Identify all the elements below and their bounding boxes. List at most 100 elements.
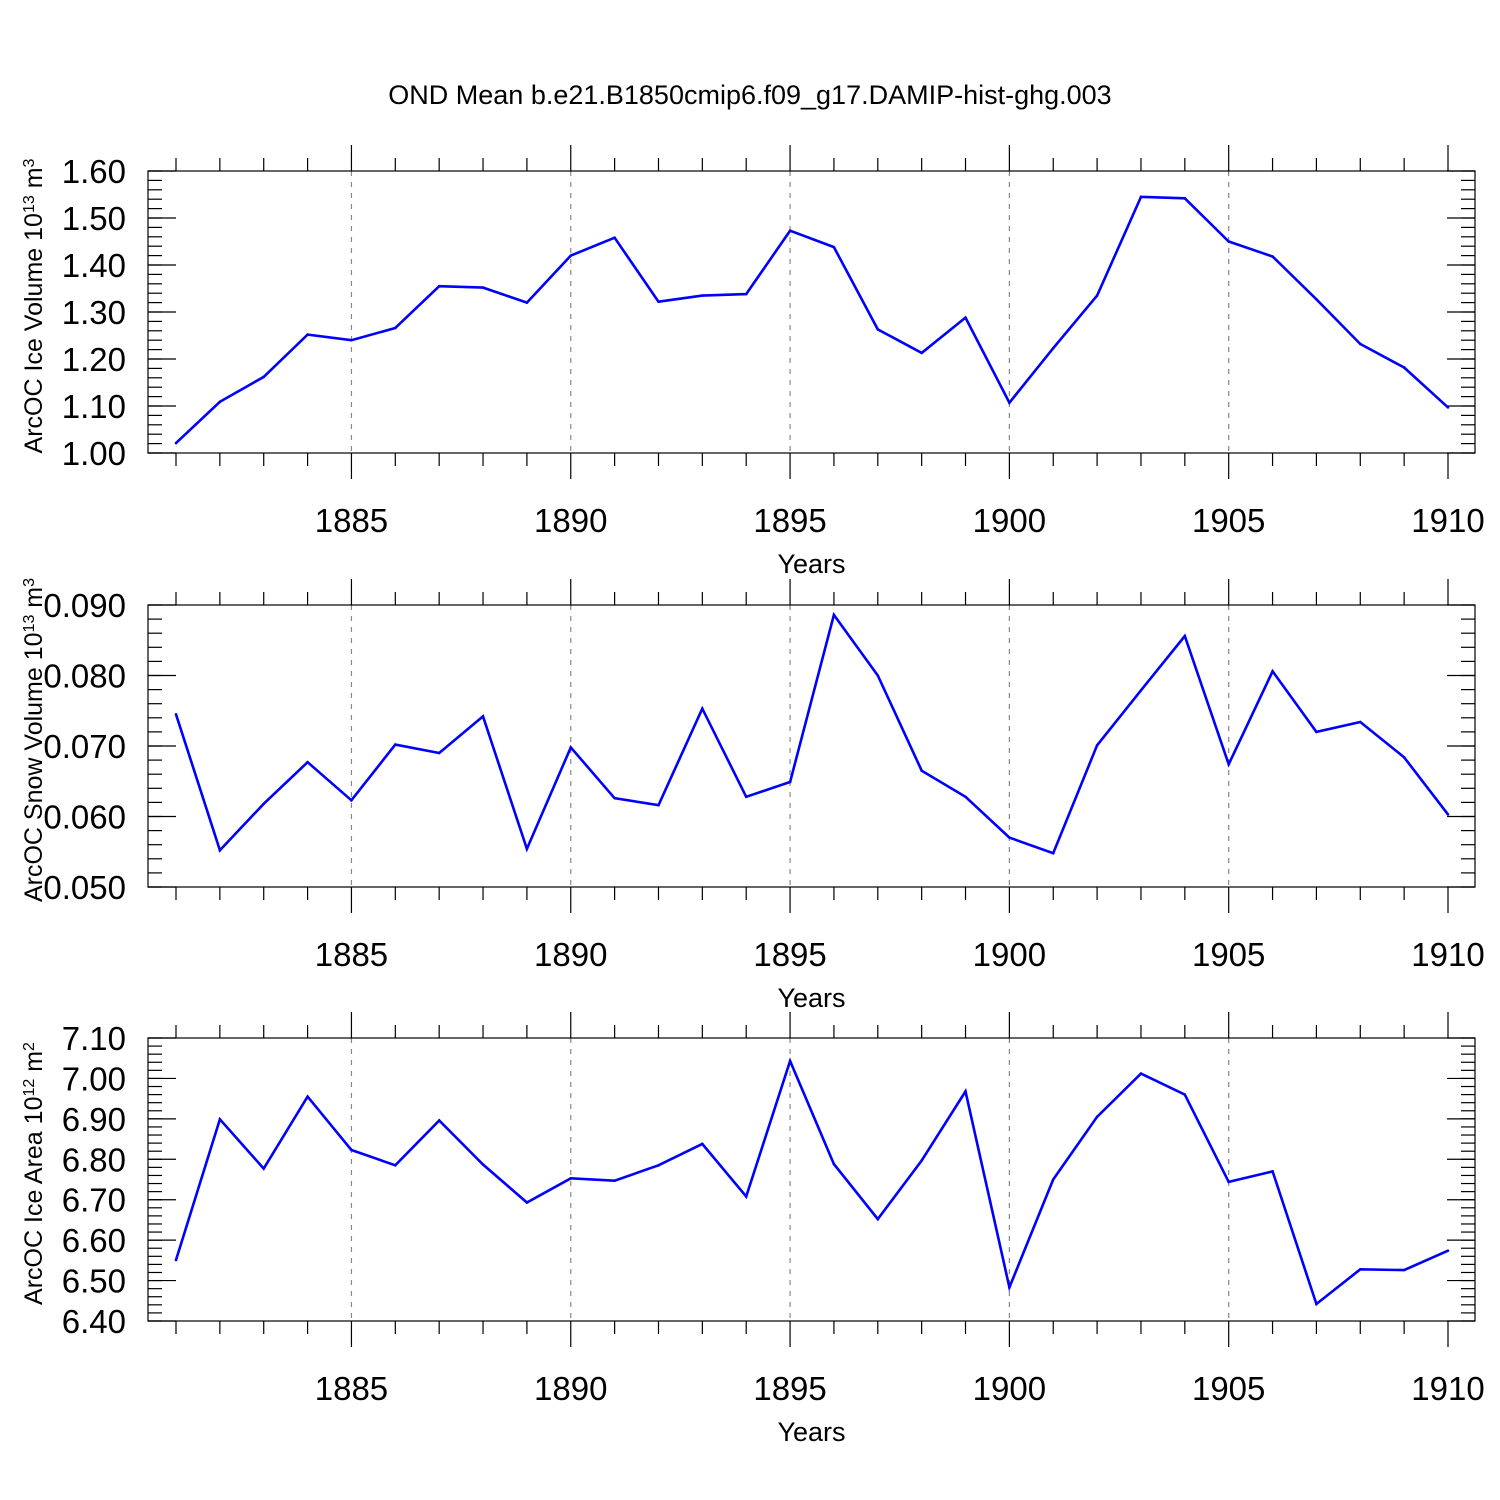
x-tick-label: 1890 [534, 936, 607, 973]
data-point [613, 236, 616, 240]
data-point [920, 1159, 923, 1162]
data-point [1358, 1267, 1362, 1271]
y-tick-label: 1.60 [62, 153, 126, 190]
data-point [1446, 813, 1450, 816]
data-point [1051, 346, 1055, 350]
data-point [1183, 634, 1187, 638]
data-point [174, 1258, 178, 1262]
data-point [218, 1117, 222, 1121]
data-point [832, 245, 836, 249]
data-point [1183, 1093, 1187, 1096]
x-axis-label: Years [777, 1417, 845, 1447]
data-point [1315, 298, 1318, 301]
series-line [174, 1057, 1449, 1307]
y-tick-label: 6.80 [62, 1141, 126, 1178]
data-point [481, 1163, 485, 1166]
data-point [262, 375, 266, 379]
data-point [657, 300, 660, 303]
data-point [394, 326, 397, 330]
data-point [657, 1164, 660, 1167]
data-point [964, 1090, 967, 1093]
data-point [832, 613, 836, 617]
data-point [1446, 1249, 1450, 1252]
data-point [832, 1162, 836, 1166]
data-point [788, 780, 792, 784]
plot-frame [147, 170, 1476, 454]
x-tick-label: 1905 [1192, 1370, 1265, 1407]
x-tick-label: 1895 [753, 502, 826, 539]
y-tick-label: 1.00 [62, 435, 126, 472]
data-point [394, 743, 397, 746]
data-point [1095, 743, 1099, 747]
data-point [1008, 401, 1011, 405]
data-point [437, 751, 441, 755]
data-point [1139, 195, 1143, 199]
data-point [701, 294, 704, 297]
x-tick-label: 1905 [1192, 502, 1265, 539]
data-point [350, 338, 353, 342]
y-tick-label: 6.70 [62, 1182, 126, 1219]
x-tick-label: 1910 [1411, 502, 1484, 539]
y-tick-label: 1.30 [62, 294, 126, 331]
data-point [788, 1059, 792, 1063]
data-point [350, 798, 353, 802]
data-point [218, 400, 222, 404]
x-tick-label: 1885 [315, 1370, 388, 1407]
data-point [437, 1119, 441, 1122]
data-point [701, 707, 704, 710]
chart-panel-1: 1.00 1.10 1.20 1.30 1.40 1.50 1.60 1885 1890 1895… [20, 145, 1485, 579]
y-tick-label: 6.50 [62, 1263, 126, 1300]
data-point [1008, 1286, 1011, 1289]
data-point [525, 301, 529, 304]
y-axis-label: ArcOC Ice Area 1012 m2 [20, 1042, 48, 1305]
x-tick-label: 1890 [534, 1370, 607, 1407]
data-point [306, 333, 309, 336]
data-point [876, 328, 880, 331]
data-point [744, 795, 748, 799]
data-point [481, 715, 485, 718]
x-tick-label: 1885 [315, 936, 388, 973]
data-point [1051, 1178, 1055, 1181]
x-tick-label: 1900 [973, 502, 1046, 539]
x-axis-label: Years [777, 983, 845, 1013]
x-tick-label: 1910 [1411, 936, 1484, 973]
data-point [174, 712, 178, 716]
y-tick-label: 7.00 [62, 1060, 126, 1097]
y-axis-label: ArcOC Ice Volume 1013 m3 [20, 158, 48, 453]
y-tick-label: 0.090 [43, 587, 126, 624]
data-point [481, 286, 485, 289]
y-tick-label: 1.10 [62, 388, 126, 425]
x-tick-label: 1885 [315, 502, 388, 539]
x-tick-label: 1895 [753, 936, 826, 973]
y-tick-label: 6.40 [62, 1303, 126, 1340]
y-tick-label: 1.20 [62, 341, 126, 378]
data-point [1402, 1268, 1406, 1272]
y-tick-label: 6.60 [62, 1222, 126, 1259]
data-point [1008, 836, 1011, 839]
data-point [1446, 406, 1450, 409]
data-point [1139, 1072, 1143, 1075]
x-tick-label: 1905 [1192, 936, 1265, 973]
data-point [744, 1195, 748, 1198]
data-point [525, 847, 529, 851]
data-point [1315, 730, 1318, 734]
data-point [569, 746, 573, 749]
data-point [437, 284, 441, 288]
data-point [1095, 294, 1099, 297]
data-point [1095, 1115, 1099, 1119]
data-point [1227, 240, 1230, 243]
y-tick-label: 0.080 [43, 658, 126, 695]
data-point [788, 229, 792, 232]
data-point [218, 849, 222, 852]
data-point [262, 1167, 266, 1170]
data-point [876, 1217, 880, 1221]
x-tick-label: 1895 [753, 1370, 826, 1407]
data-point [1183, 196, 1187, 200]
data-point [920, 351, 923, 355]
data-point [1271, 669, 1274, 673]
y-tick-label: 0.050 [43, 869, 126, 906]
y-tick-label: 1.40 [62, 247, 126, 284]
data-point [1139, 689, 1143, 692]
y-tick-label: 0.070 [43, 728, 126, 765]
data-point [1271, 255, 1274, 258]
